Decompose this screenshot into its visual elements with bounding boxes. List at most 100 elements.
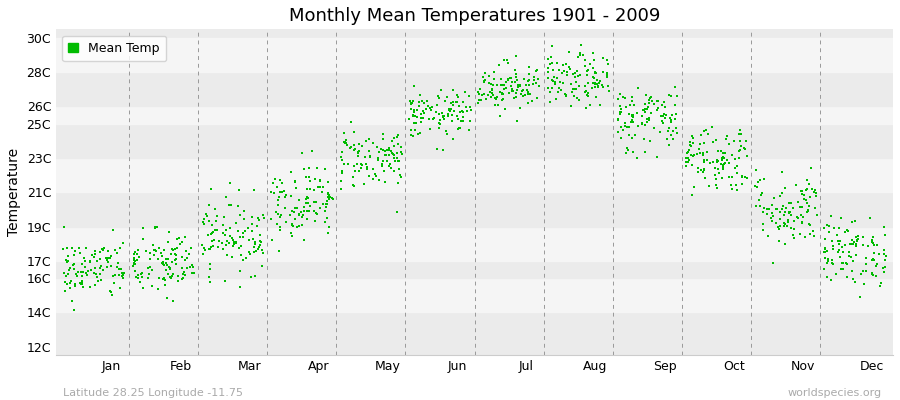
Point: [569, 86, 583, 92]
Point: [159, 294, 174, 301]
Text: Latitude 28.25 Longitude -11.75: Latitude 28.25 Longitude -11.75: [63, 388, 243, 398]
Point: [161, 239, 176, 245]
Point: [230, 228, 245, 234]
Point: [693, 141, 707, 148]
Point: [84, 266, 98, 273]
Point: [127, 257, 141, 263]
Point: [775, 190, 789, 196]
Point: [599, 73, 614, 80]
Point: [387, 152, 401, 158]
Point: [210, 213, 224, 219]
Point: [782, 210, 796, 216]
Point: [294, 209, 309, 216]
Point: [662, 125, 676, 132]
Point: [163, 274, 177, 281]
Point: [630, 154, 644, 161]
Point: [229, 239, 243, 246]
Point: [352, 148, 366, 155]
Point: [209, 218, 223, 224]
Point: [541, 64, 555, 71]
Bar: [56, 312, 893, 347]
Point: [787, 235, 801, 242]
Point: [67, 266, 81, 272]
Point: [571, 72, 585, 79]
Point: [807, 187, 822, 194]
Point: [698, 139, 712, 146]
Point: [210, 227, 224, 233]
Point: [338, 139, 352, 146]
Point: [530, 95, 544, 102]
Point: [783, 209, 797, 215]
Point: [453, 109, 467, 116]
Point: [859, 261, 873, 267]
Point: [146, 242, 160, 249]
Point: [385, 150, 400, 156]
Point: [680, 155, 695, 161]
Point: [283, 212, 297, 219]
Point: [592, 77, 607, 84]
Point: [489, 96, 503, 102]
Point: [431, 111, 446, 117]
Point: [846, 241, 860, 247]
Point: [168, 251, 183, 257]
Point: [76, 281, 90, 288]
Point: [820, 273, 834, 280]
Point: [637, 106, 652, 113]
Point: [62, 266, 77, 273]
Point: [423, 104, 437, 111]
Point: [842, 249, 856, 255]
Point: [491, 102, 506, 108]
Point: [513, 82, 527, 89]
Point: [115, 273, 130, 279]
Point: [165, 246, 179, 252]
Point: [310, 211, 324, 217]
Point: [239, 255, 254, 262]
Point: [312, 177, 327, 184]
Point: [495, 90, 509, 96]
Point: [178, 257, 193, 264]
Point: [640, 118, 654, 125]
Point: [657, 98, 671, 105]
Point: [202, 246, 216, 252]
Point: [95, 247, 110, 253]
Point: [782, 209, 796, 216]
Point: [374, 161, 389, 168]
Point: [741, 153, 755, 159]
Point: [445, 118, 459, 124]
Point: [136, 236, 150, 242]
Point: [775, 206, 789, 212]
Point: [348, 168, 363, 174]
Point: [680, 148, 695, 155]
Point: [638, 109, 652, 116]
Point: [218, 231, 232, 238]
Point: [670, 93, 685, 99]
Point: [722, 159, 736, 166]
Point: [543, 88, 557, 95]
Point: [724, 182, 738, 188]
Point: [825, 243, 840, 249]
Point: [866, 272, 880, 278]
Point: [702, 183, 716, 190]
Point: [520, 100, 535, 106]
Point: [86, 254, 101, 261]
Point: [618, 150, 633, 156]
Point: [710, 159, 724, 166]
Point: [75, 280, 89, 286]
Point: [789, 214, 804, 220]
Point: [611, 96, 625, 102]
Point: [88, 248, 103, 254]
Point: [392, 158, 406, 164]
Point: [679, 155, 693, 161]
Point: [497, 57, 511, 63]
Point: [475, 74, 490, 81]
Point: [95, 267, 110, 273]
Point: [97, 245, 112, 251]
Point: [482, 73, 497, 79]
Point: [347, 146, 362, 152]
Point: [690, 151, 705, 157]
Point: [477, 78, 491, 85]
Point: [590, 81, 604, 87]
Point: [590, 84, 605, 91]
Point: [255, 247, 269, 254]
Point: [472, 86, 487, 92]
